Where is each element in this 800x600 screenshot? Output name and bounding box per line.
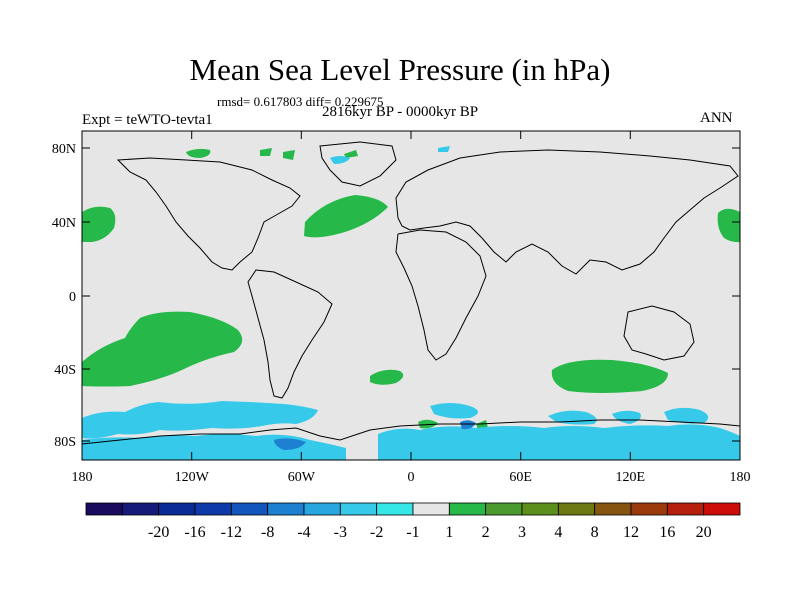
antarctic-strong-low-1 (274, 438, 306, 450)
colorbar-swatch (485, 502, 523, 516)
colorbar-label: -16 (184, 524, 205, 541)
positive-anomaly-regions (82, 148, 740, 430)
colorbar-label: 8 (591, 524, 599, 541)
north-atlantic-high (304, 195, 388, 238)
colorbar-swatch (594, 502, 632, 516)
colorbar-label: -2 (370, 524, 383, 541)
colorbar-swatch (303, 502, 341, 516)
experiment-label: Expt = teWTO-tevta1 (82, 112, 213, 128)
colorbar-swatch (121, 502, 160, 516)
lat-label: 40S (54, 363, 76, 378)
southern-ocean-low-west (82, 401, 318, 439)
colorbar-swatch (194, 502, 232, 516)
lon-label: 180 (72, 470, 93, 485)
southern-ocean-low-east-2 (612, 410, 641, 424)
colorbar-label: 3 (518, 524, 526, 541)
greenland-coast (319, 141, 397, 187)
colorbar-label: -8 (261, 524, 274, 541)
colorbar-swatch (267, 502, 305, 516)
negative-anomaly-regions (82, 146, 740, 460)
colorbar-label: 16 (659, 524, 675, 541)
colorbar-label: 20 (696, 524, 712, 541)
arctic-cyan-patch (330, 156, 350, 164)
antarctica-coast (81, 419, 741, 445)
antarctic-strong-low-2 (460, 420, 476, 430)
latitude-axis: 80N 40N 0 40S 80S (52, 142, 740, 450)
colorbar-label: 2 (482, 524, 490, 541)
colorbar-label: -3 (334, 524, 347, 541)
colorbar-swatch (666, 502, 705, 516)
africa-coast (395, 229, 487, 361)
colorbar-swatch (630, 502, 668, 516)
southern-ocean-low-east-3 (664, 407, 709, 424)
colorbar-swatch (703, 502, 741, 516)
north-pacific-west-high (717, 208, 740, 243)
period-text: 2816kyr BP - 0000kyr BP (322, 104, 479, 120)
lat-label: 80N (52, 142, 76, 157)
lon-label: 60E (509, 470, 532, 485)
lon-label: 120E (616, 470, 646, 485)
colorbar-swatch (158, 502, 196, 516)
arctic-green-patch-1 (186, 148, 211, 158)
arctic-green-patch-3 (283, 150, 295, 160)
lat-label: 40N (52, 216, 76, 231)
stats-text: rmsd= 0.617803 diff= 0.229675 (217, 94, 384, 109)
arctic-green-patch-2 (260, 148, 272, 156)
southern-ocean-low-mid (430, 403, 478, 419)
coastlines (81, 141, 741, 445)
strong-negative-anomaly-regions (274, 420, 476, 450)
colorbar: -20 -16 -12 -8 -4 -3 -2 -1 1 2 3 4 8 12 16 20 (85, 502, 741, 541)
lat-label: 0 (69, 290, 76, 305)
antarctic-east-low (378, 424, 740, 460)
colorbar-swatch (448, 502, 487, 516)
map-title: Mean Sea Level Pressure (in hPa) (189, 52, 611, 87)
colorbar-swatch (521, 502, 559, 516)
colorbar-label: -1 (406, 524, 419, 541)
north-america-coast (116, 157, 301, 271)
north-pacific-east-high (82, 206, 116, 242)
lon-label: 180 (730, 470, 751, 485)
colorbar-label: -20 (148, 524, 169, 541)
season-label: ANN (700, 110, 733, 126)
colorbar-swatch (557, 502, 596, 516)
colorbar-label: 4 (554, 524, 562, 541)
colorbar-swatch (376, 502, 414, 516)
colorbar-label: -4 (297, 524, 310, 541)
colorbar-label: 12 (623, 524, 639, 541)
indian-ocean-high (551, 359, 668, 393)
colorbar-swatch (230, 502, 269, 516)
south-atlantic-high (370, 369, 404, 385)
south-pacific-high (82, 311, 243, 387)
australia-coast (623, 305, 695, 361)
arctic-green-patch-4 (344, 150, 358, 158)
lon-label: 120W (175, 470, 210, 485)
colorbar-label: 1 (445, 524, 453, 541)
lat-label: 80S (54, 435, 76, 450)
lon-label: 60W (288, 470, 316, 485)
colorbar-swatch (85, 502, 123, 516)
south-america-coast (247, 269, 333, 399)
eurasia-coast (395, 149, 739, 275)
antarctic-green-patch (418, 419, 438, 429)
colorbar-swatch (412, 502, 450, 516)
colorbar-swatch (339, 502, 378, 516)
arctic-cyan-patch-2 (438, 146, 450, 152)
lon-label: 0 (408, 470, 415, 485)
colorbar-label: -12 (221, 524, 242, 541)
longitude-axis: 180 120W 60W 0 60E 120E 180 (72, 131, 751, 485)
